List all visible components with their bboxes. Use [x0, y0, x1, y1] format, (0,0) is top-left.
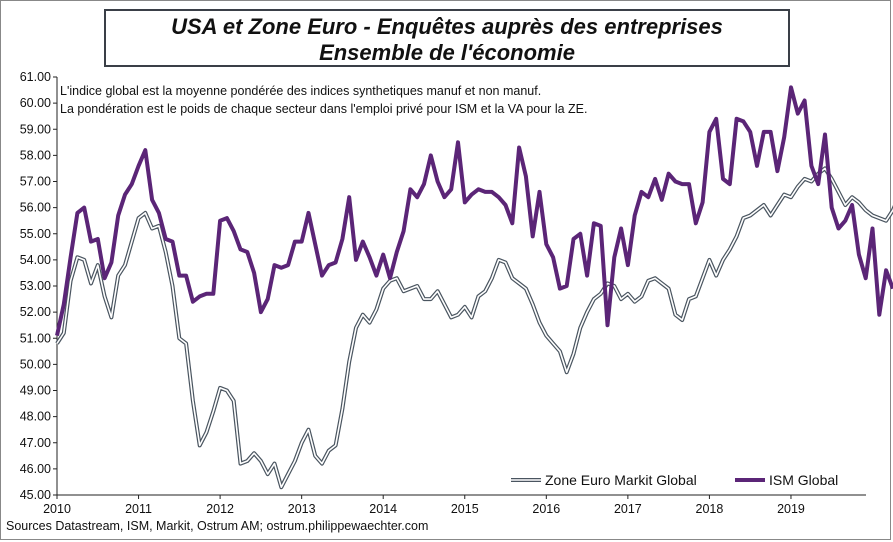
chart-title-line2: Ensemble de l'économie	[319, 40, 575, 65]
x-tick-label: 2011	[125, 502, 152, 516]
y-tick-label: 59.00	[20, 122, 51, 136]
y-tick-label: 51.00	[20, 331, 51, 345]
x-tick-label: 2015	[451, 502, 479, 516]
y-tick-label: 53.00	[20, 279, 51, 293]
y-tick-label: 57.00	[20, 175, 51, 189]
y-tick-label: 45.00	[20, 488, 51, 502]
source-footnote: Sources Datastream, ISM, Markit, Ostrum …	[6, 519, 429, 533]
legend-label-ism-global: ISM Global	[769, 472, 838, 488]
y-tick-label: 48.00	[20, 410, 51, 424]
y-tick-label: 49.00	[20, 384, 51, 398]
x-tick-label: 2014	[369, 502, 397, 516]
y-tick-label: 50.00	[20, 357, 51, 371]
series-line-ism-global	[55, 85, 893, 337]
x-tick-label: 2018	[696, 502, 724, 516]
x-tick-label: 2012	[206, 502, 234, 516]
y-tick-label: 60.00	[20, 96, 51, 110]
chart-note-line1: L'indice global est la moyenne pondérée …	[60, 84, 542, 98]
chart-title-box: USA et Zone Euro - Enquêtes auprès des e…	[104, 9, 790, 67]
x-tick-label: 2010	[43, 502, 71, 516]
x-tick-label: 2019	[777, 502, 805, 516]
series-line-zone-euro	[56, 167, 893, 489]
x-tick-label: 2017	[614, 502, 642, 516]
y-tick-label: 56.00	[20, 201, 51, 215]
y-tick-label: 55.00	[20, 227, 51, 241]
y-tick-label: 47.00	[20, 436, 51, 450]
y-tick-label: 54.00	[20, 253, 51, 267]
chart-note-line2: La pondération est le poids de chaque se…	[60, 102, 588, 116]
y-tick-label: 46.00	[20, 462, 51, 476]
series-line-zone-euro-outer	[55, 166, 893, 490]
y-tick-label: 52.00	[20, 305, 51, 319]
chart-title-line1: USA et Zone Euro - Enquêtes auprès des e…	[171, 14, 723, 39]
x-tick-label: 2016	[532, 502, 560, 516]
y-tick-label: 61.00	[20, 70, 51, 84]
y-tick-label: 58.00	[20, 148, 51, 162]
legend-label-zone-euro: Zone Euro Markit Global	[545, 472, 697, 488]
x-tick-label: 2013	[288, 502, 316, 516]
